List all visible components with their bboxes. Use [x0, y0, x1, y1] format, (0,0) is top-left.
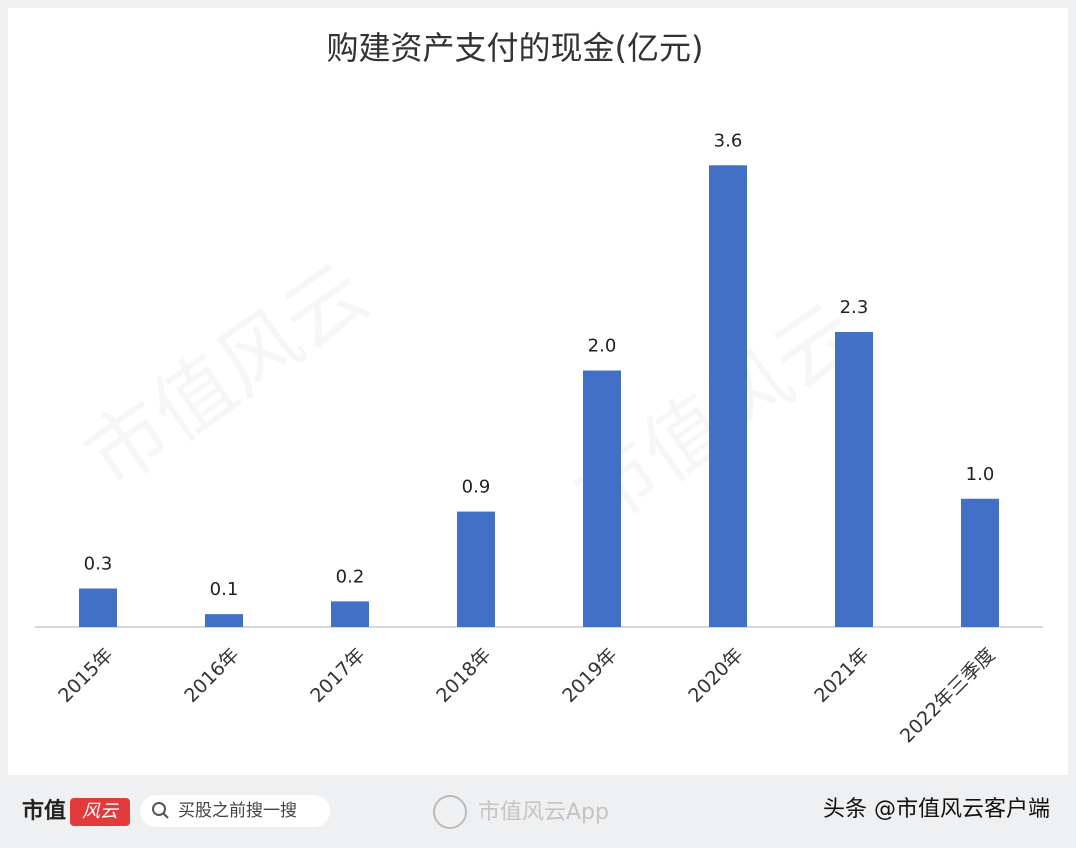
- chart-panel: [8, 8, 1068, 775]
- data-label: 2.0: [588, 336, 617, 357]
- bar: [205, 614, 243, 627]
- data-label: 0.1: [210, 579, 239, 600]
- data-label: 0.2: [336, 566, 365, 587]
- footer-logo: 市值: [22, 798, 66, 824]
- bar: [961, 498, 999, 627]
- bar: [79, 588, 117, 627]
- data-label: 1.0: [966, 464, 995, 485]
- bar: [457, 511, 495, 627]
- bar: [331, 601, 369, 627]
- data-label: 2.3: [840, 297, 869, 318]
- footer-center: 市值风云App: [478, 800, 609, 825]
- data-label: 0.3: [84, 554, 113, 575]
- footer-logo-badge: 风云: [82, 801, 120, 822]
- logo-badge-bg: [70, 798, 130, 826]
- weibo-icon: [433, 795, 467, 829]
- bar: [583, 370, 621, 627]
- search-icon: [162, 812, 169, 819]
- search-icon: [152, 802, 166, 816]
- search-box[interactable]: [140, 795, 330, 827]
- chart-title: 购建资产支付的现金(亿元): [327, 29, 704, 67]
- bar: [709, 165, 747, 628]
- bar: [835, 332, 873, 627]
- data-label: 0.9: [462, 477, 491, 498]
- data-label: 3.6: [714, 130, 743, 151]
- footer-search[interactable]: 买股之前搜一搜: [178, 801, 297, 821]
- footer-right: 头条 @市值风云客户端: [823, 797, 1050, 822]
